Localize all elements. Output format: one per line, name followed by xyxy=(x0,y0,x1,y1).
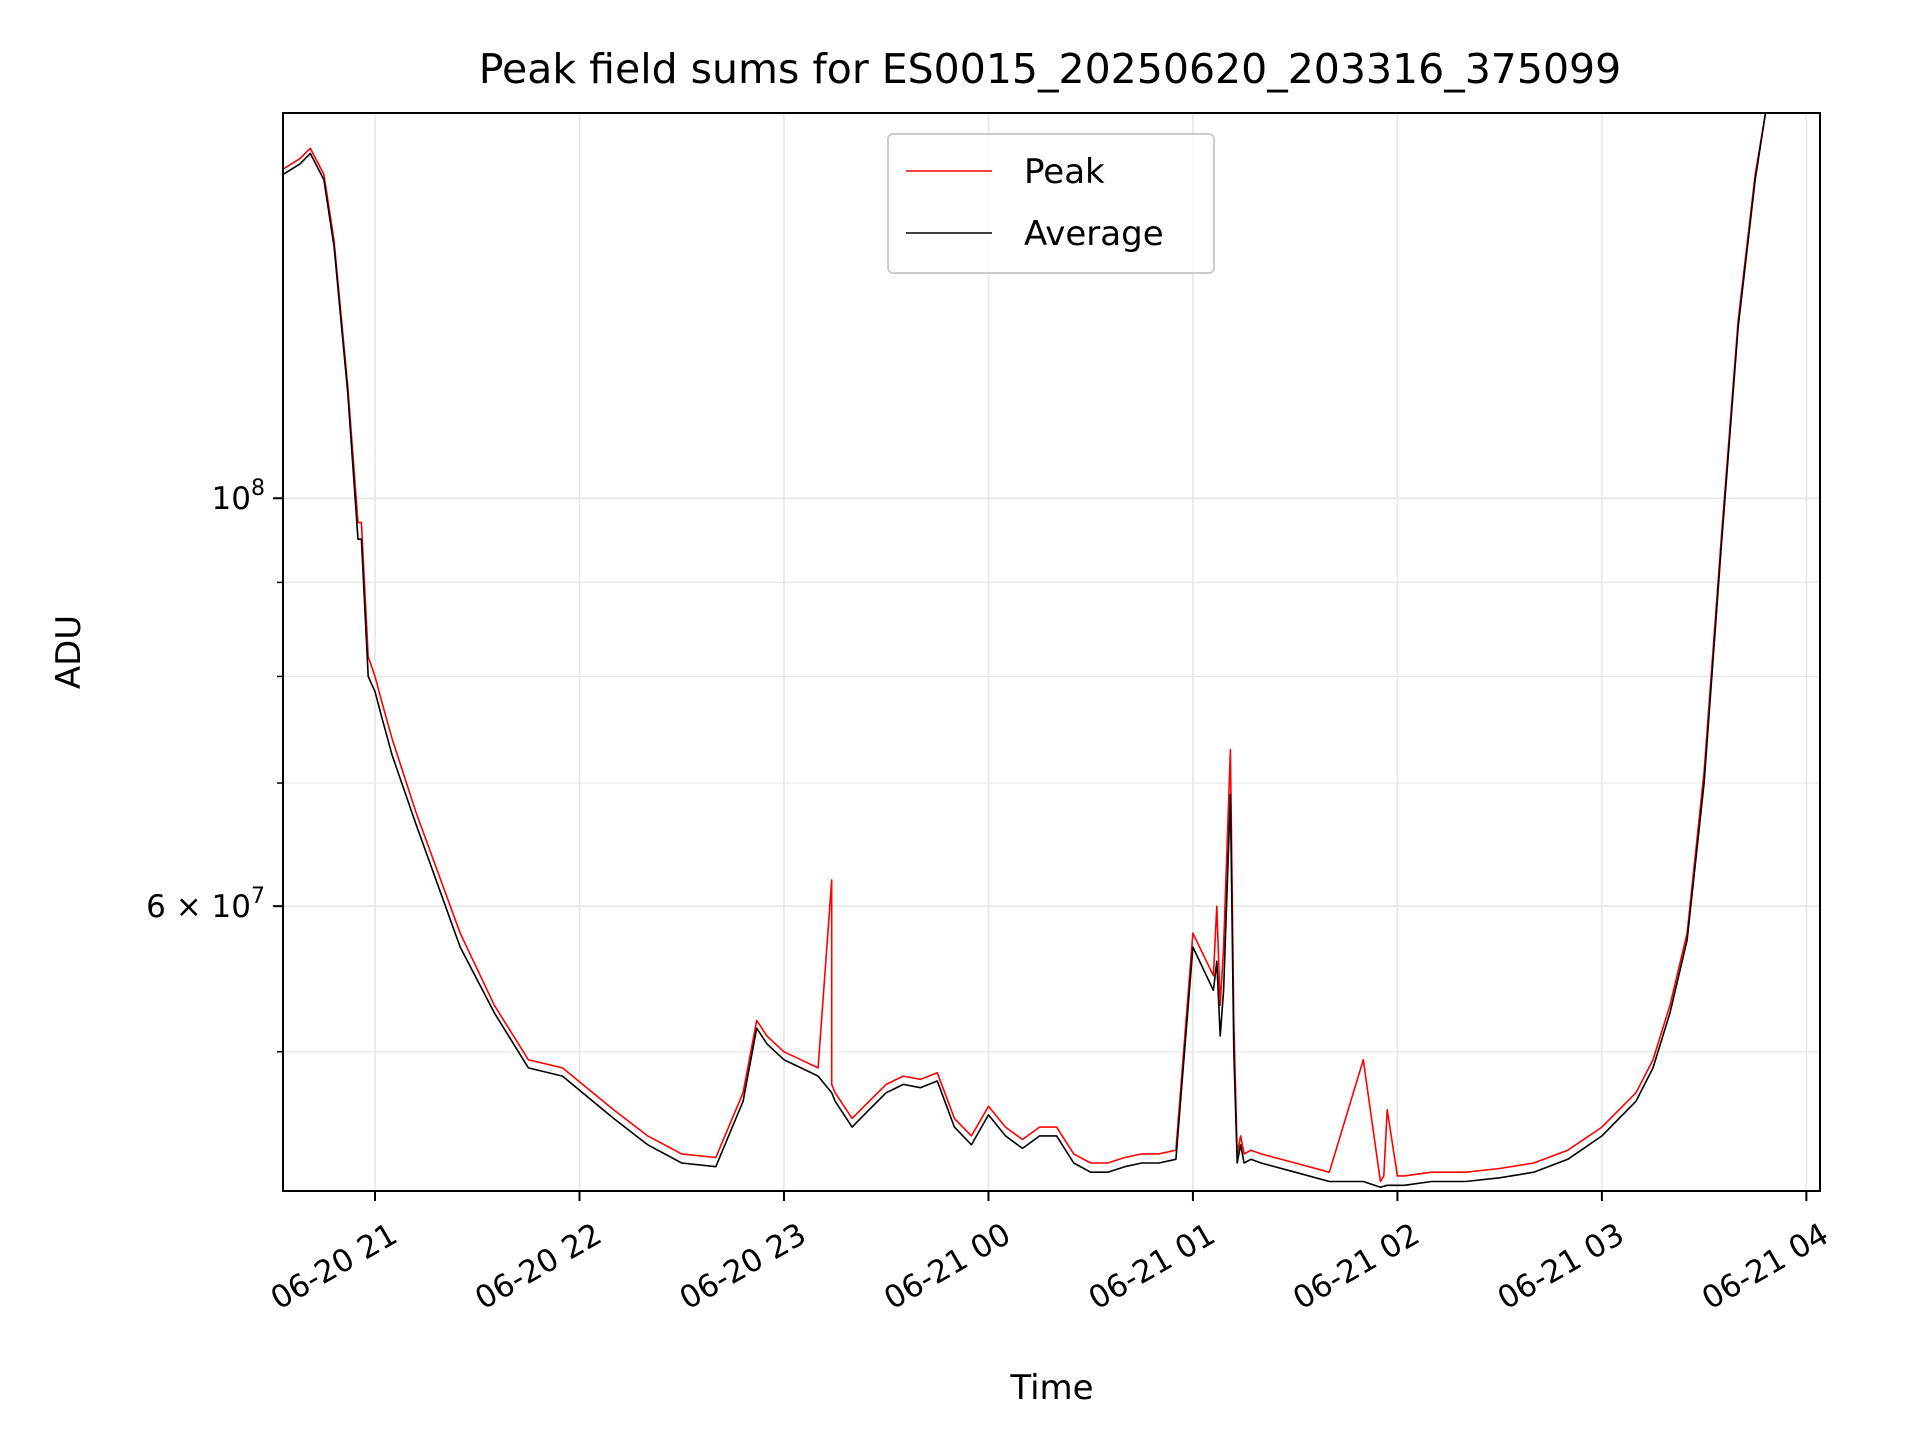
plot-area xyxy=(283,113,1820,1191)
legend: Peak Average xyxy=(887,133,1215,274)
series-layer xyxy=(283,113,1767,1188)
legend-label-peak: Peak xyxy=(1024,152,1105,192)
legend-box xyxy=(887,133,1215,274)
grid-lines xyxy=(283,113,1820,1191)
y-tick-label: 6 × 107 xyxy=(146,884,265,925)
y-axis: 108 6 × 107 xyxy=(146,476,283,1053)
plot-frame xyxy=(282,112,1821,1192)
legend-label-average: Average xyxy=(1024,214,1164,254)
series-line-peak xyxy=(283,113,1767,1183)
series-line-average xyxy=(283,113,1767,1188)
y-tick-label: 108 xyxy=(212,476,265,517)
x-axis-label: Time xyxy=(1009,1368,1093,1408)
y-axis-label: ADU xyxy=(49,615,89,689)
chart-title: Peak field sums for ES0015_20250620_2033… xyxy=(479,45,1621,93)
